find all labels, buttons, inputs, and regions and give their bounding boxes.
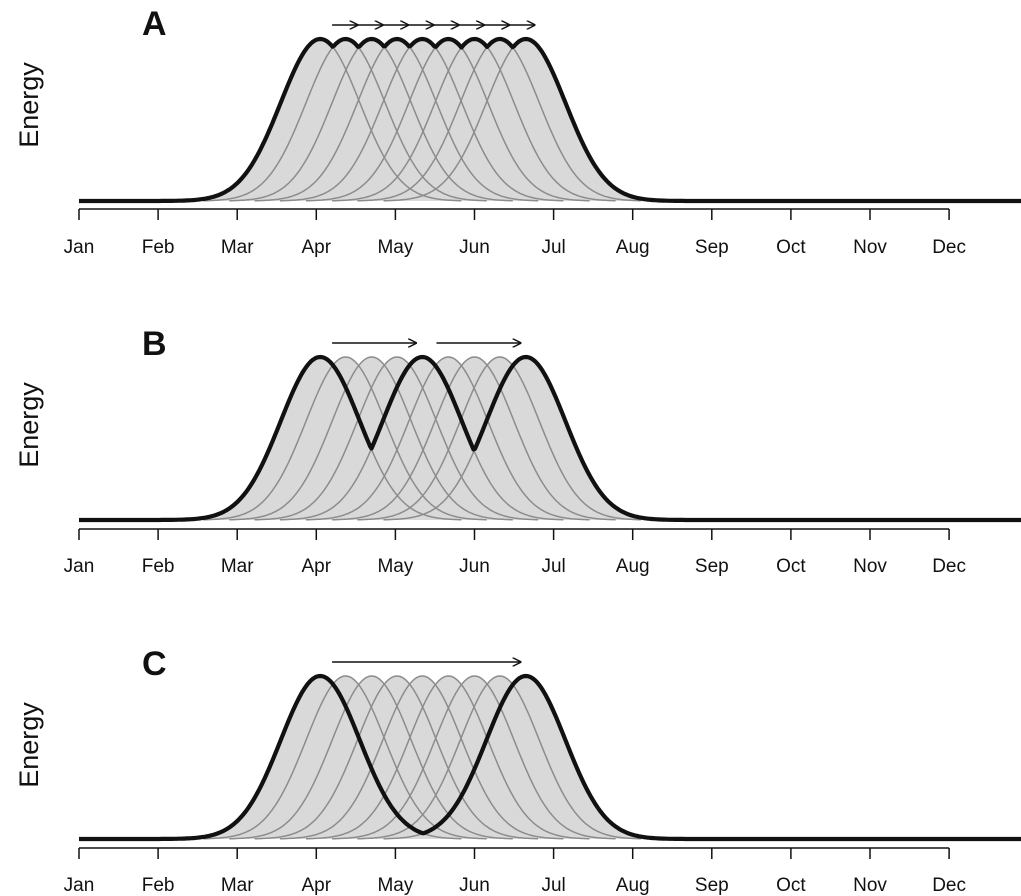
panel-b-x-tick-label: Aug bbox=[616, 556, 650, 577]
panel-b-envelope-line bbox=[78, 354, 1021, 523]
panel-b-x-tick-label: Apr bbox=[302, 556, 332, 577]
panel-b-y-axis-label: Energy bbox=[14, 382, 44, 468]
panel-a-envelope-line bbox=[78, 36, 1021, 204]
panel-a-x-tick-label: Nov bbox=[853, 237, 887, 258]
panel-a-x-tick-label: Jul bbox=[541, 237, 565, 258]
panel-a-shaded-area bbox=[79, 39, 1021, 201]
panel-c-component-curve bbox=[279, 675, 564, 840]
panel-c-x-tick-label: Jul bbox=[541, 875, 565, 896]
panel-a-curves bbox=[78, 36, 1021, 204]
panel-a-x-tick-label: Sep bbox=[695, 237, 729, 258]
panel-a-y-axis-label: Energy bbox=[14, 62, 44, 148]
panel-a-axis: Jan Feb Mar Apr May Jun Jul Aug Sep Oct Nov Dec bbox=[64, 208, 966, 258]
panel-c-x-tick-label: May bbox=[377, 875, 413, 896]
panel-a-x-tick-label: Apr bbox=[302, 237, 332, 258]
panel-b-x-tick-label: Dec bbox=[932, 556, 966, 577]
panel-b-x-tick-label: Jan bbox=[64, 556, 95, 577]
panel-b-label: B bbox=[142, 325, 167, 363]
panel-c-x-tick-label: Jun bbox=[459, 875, 490, 896]
panel-a-x-tick-label: Mar bbox=[221, 237, 254, 258]
panel-c-x-tick-label: Jan bbox=[64, 875, 95, 896]
panel-c: Jan Feb Mar Apr May Jun Jul Aug Sep Oct Nov Dec C E… bbox=[14, 645, 1021, 896]
panel-b-component-curve bbox=[332, 356, 616, 521]
panel-c-x-tick-label: Sep bbox=[695, 875, 729, 896]
panel-a-x-tick-label: May bbox=[377, 237, 413, 258]
panel-b-x-tick-label: Nov bbox=[853, 556, 887, 577]
panel-a-x-tick-label: Oct bbox=[776, 237, 806, 258]
panel-b-x-tick-label: Oct bbox=[776, 556, 806, 577]
panel-c-y-axis-label: Energy bbox=[14, 702, 44, 788]
panel-c-x-tick-label: Oct bbox=[776, 875, 806, 896]
panel-c-component-curve bbox=[254, 675, 539, 840]
panel-b-component-curve bbox=[254, 356, 539, 521]
panel-c-envelope-line bbox=[78, 673, 1021, 842]
panel-a-x-tick-label: Feb bbox=[142, 237, 175, 258]
panel-c-shaded-area bbox=[79, 676, 1021, 839]
panel-c-x-tick-label: Nov bbox=[853, 875, 887, 896]
panel-c-component-curve bbox=[357, 675, 641, 840]
panel-a-x-tick-label: Dec bbox=[932, 237, 966, 258]
panel-c-curves bbox=[78, 673, 1021, 842]
panel-c-component-curve bbox=[306, 675, 590, 840]
panel-b: Jan Feb Mar Apr May Jun Jul Aug Sep Oct Nov Dec B E… bbox=[14, 325, 1021, 577]
panel-b-curves bbox=[78, 354, 1021, 523]
panel-a-x-tick-label: Aug bbox=[616, 237, 650, 258]
panel-c-x-tick-label: Aug bbox=[616, 875, 650, 896]
panel-c-axis: Jan Feb Mar Apr May Jun Jul Aug Sep Oct Nov Dec bbox=[64, 847, 966, 896]
panel-b-axis: Jan Feb Mar Apr May Jun Jul Aug Sep Oct Nov Dec bbox=[64, 528, 966, 577]
panel-a-label: A bbox=[142, 5, 167, 43]
panel-b-component-curve bbox=[306, 356, 590, 521]
panel-c-x-tick-label: Dec bbox=[932, 875, 966, 896]
panel-a-x-tick-label: Jan bbox=[64, 237, 95, 258]
panel-c-component-curve bbox=[203, 675, 487, 840]
panel-b-x-tick-label: Sep bbox=[695, 556, 729, 577]
panel-b-component-curve bbox=[229, 356, 513, 521]
panel-c-component-curve bbox=[229, 675, 513, 840]
panel-b-component-curve bbox=[357, 356, 641, 521]
panel-b-shaded-area bbox=[79, 357, 1021, 520]
panel-b-x-tick-label: Feb bbox=[142, 556, 175, 577]
panel-b-x-tick-label: May bbox=[377, 556, 413, 577]
panel-b-component-curve bbox=[203, 356, 487, 521]
panel-c-x-tick-label: Mar bbox=[221, 875, 254, 896]
panel-c-x-tick-label: Apr bbox=[302, 875, 332, 896]
panel-b-x-tick-label: Jun bbox=[459, 556, 490, 577]
panel-a-x-tick-label: Jun bbox=[459, 237, 490, 258]
panel-b-x-tick-label: Mar bbox=[221, 556, 254, 577]
panel-c-label: C bbox=[142, 645, 167, 683]
panel-a: Jan Feb Mar Apr May Jun Jul Aug Sep Oct Nov Dec A E… bbox=[14, 5, 1021, 258]
panel-b-x-tick-label: Jul bbox=[541, 556, 565, 577]
panel-c-x-tick-label: Feb bbox=[142, 875, 175, 896]
panel-c-component-curve bbox=[332, 675, 616, 840]
